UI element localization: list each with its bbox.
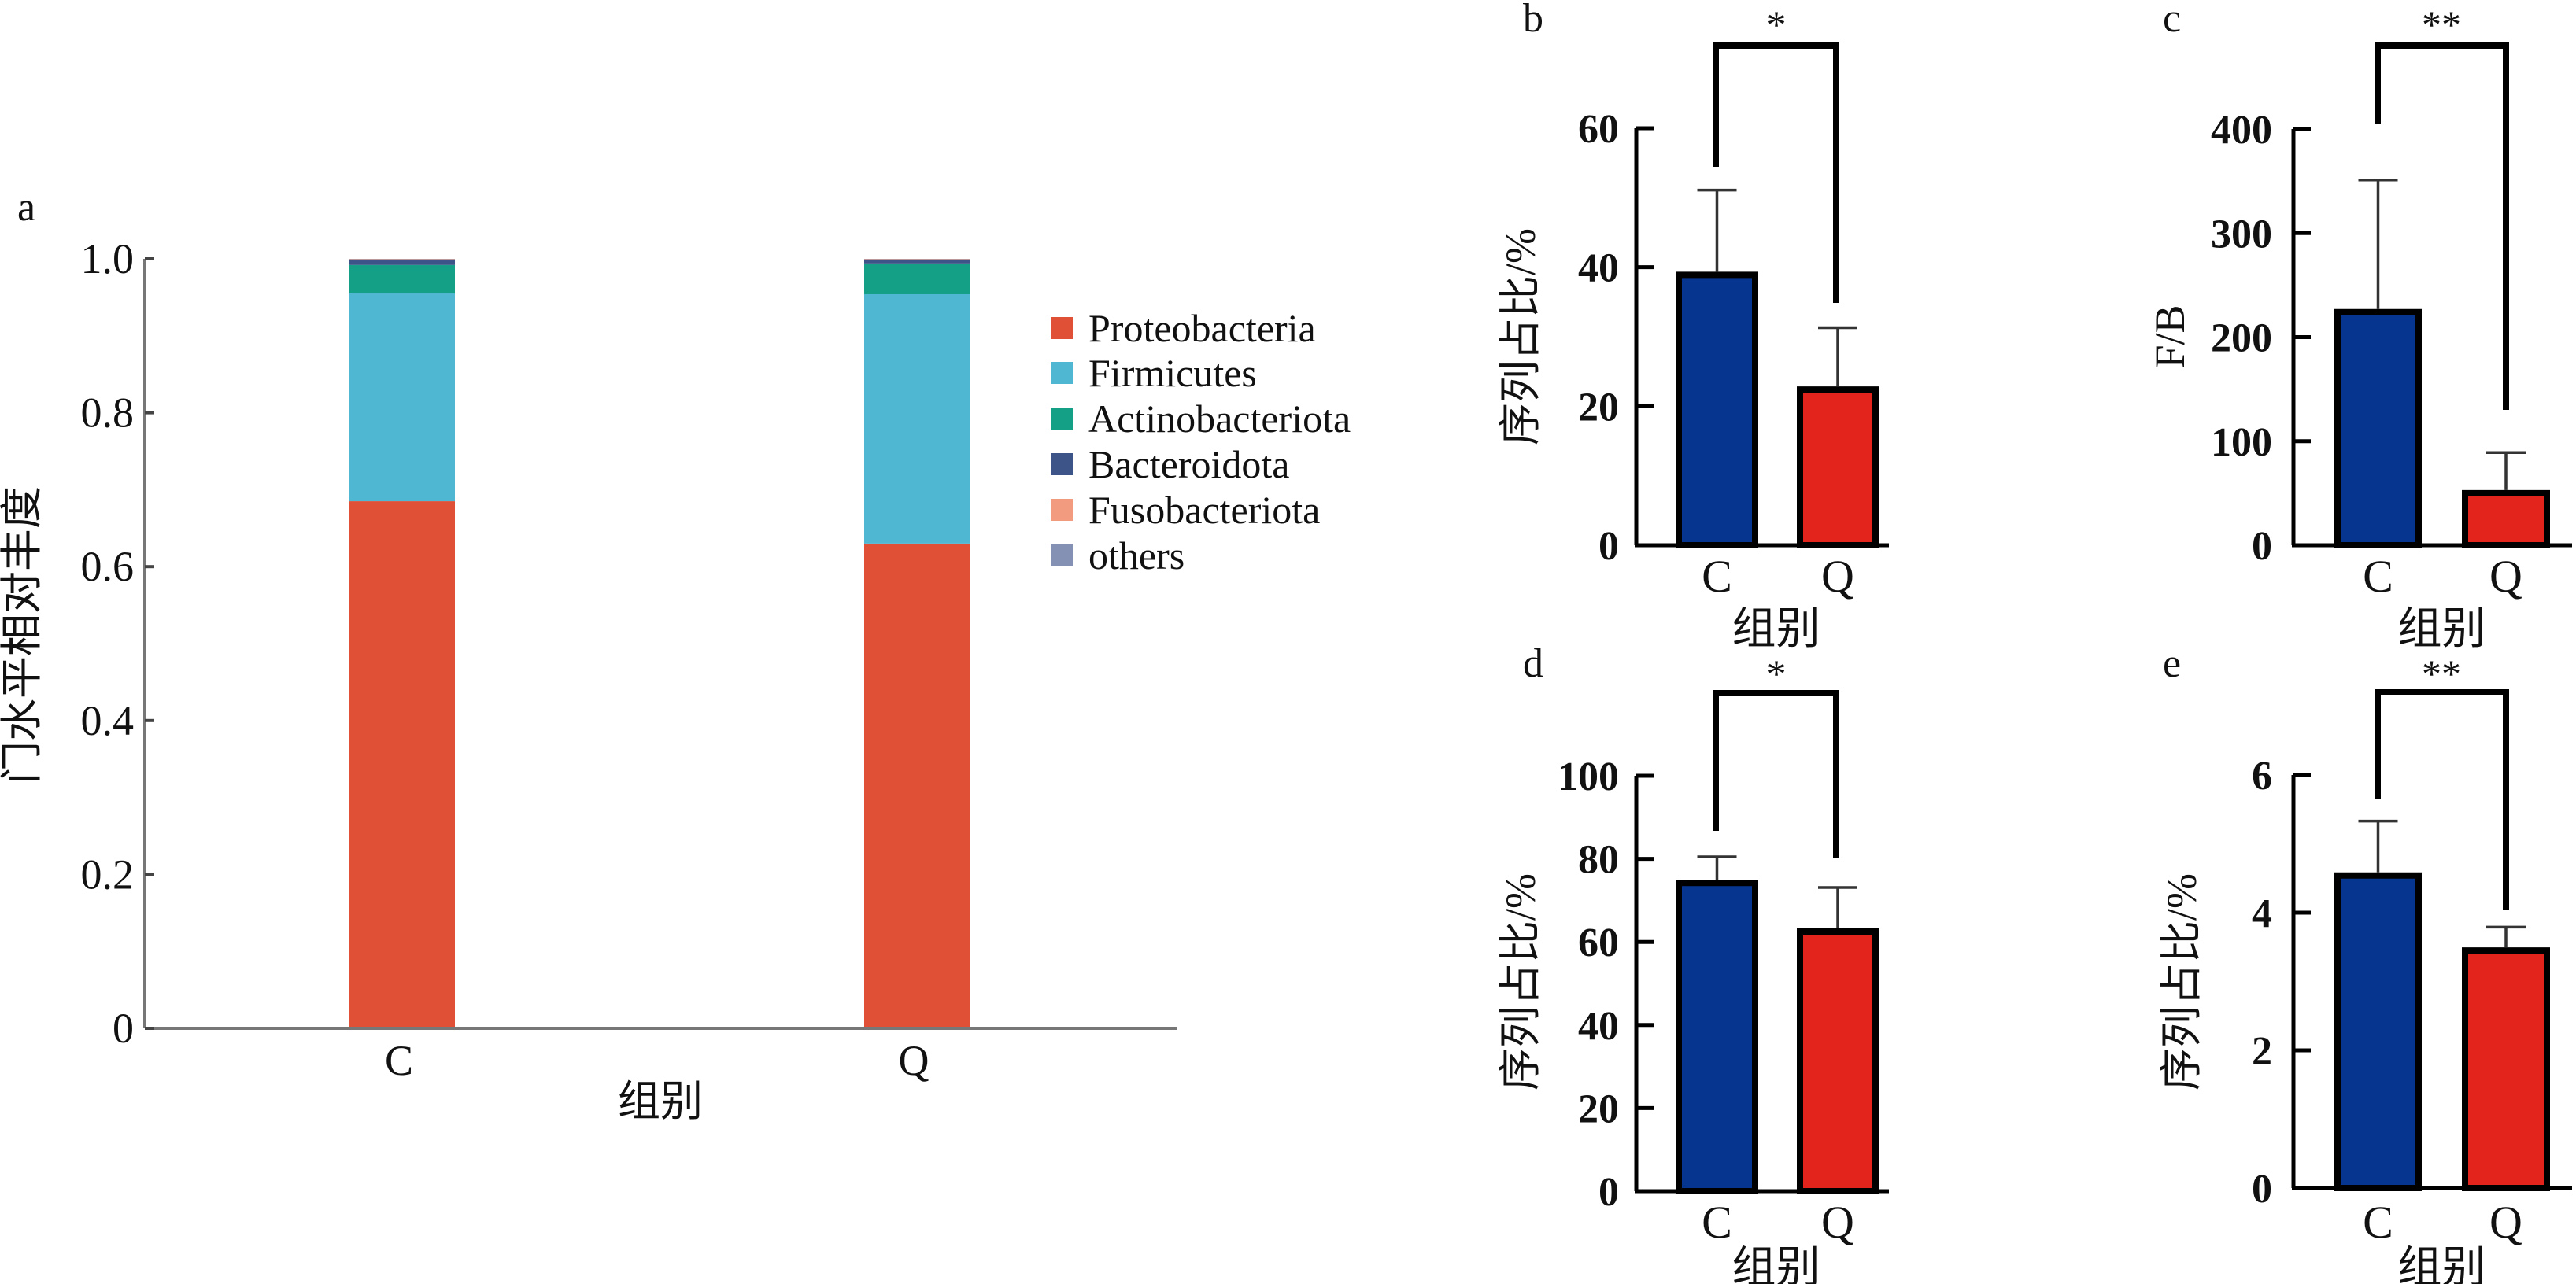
bar-segment-c-actinobacteriota <box>349 264 455 294</box>
legend-swatch-fusobacteriota <box>1051 499 1073 521</box>
y-tick-label: 100 <box>1558 755 1619 799</box>
bar-segment-q-bacteroidota <box>864 259 970 264</box>
bar-q <box>1797 386 1879 548</box>
y-tick-label: 0.2 <box>81 850 135 898</box>
panel-label-e: e <box>2163 641 2181 686</box>
bar-c <box>1676 880 1758 1194</box>
panel-d-bar-chart: d 0 20 40 60 80 100 C Q组别 序列占比/% * <box>1497 641 1889 1284</box>
bar-c <box>1676 271 1758 548</box>
panel-e-bar-chart: e 0 2 4 6 C Q组别 序列占比/% ** <box>2158 641 2572 1284</box>
y-ticks: 0 0.2 0.4 0.6 0.8 1.0 <box>81 235 154 1052</box>
significance-bracket <box>2375 42 2509 410</box>
legend-swatch-firmicutes <box>1051 362 1073 384</box>
y-tick-label: 60 <box>1578 921 1619 965</box>
y-tick-label: 0.8 <box>81 389 135 437</box>
legend-label-bacteroidota: Bacteroidota <box>1088 442 1289 486</box>
y-tick-label: 6 <box>2252 754 2272 799</box>
bar-segment-q-firmicutes <box>864 293 970 544</box>
stacked-bars <box>349 259 970 1028</box>
legend-label-others: others <box>1088 533 1185 577</box>
y-axis-label: F/B <box>2146 304 2193 368</box>
y-axis-label: 序列占比/% <box>1497 228 1544 445</box>
y-tick-label: 0.6 <box>81 543 135 590</box>
x-axis-label: 组别 <box>1732 605 1820 654</box>
x-tick-label-c: C <box>2363 1197 2393 1248</box>
legend-label-actinobacteriota: Actinobacteriota <box>1088 397 1351 441</box>
legend-swatch-bacteroidota <box>1051 453 1073 475</box>
x-tick-label-c: C <box>385 1037 413 1084</box>
bar-q <box>1797 928 1879 1194</box>
x-axis-label: 组别 <box>2398 605 2486 654</box>
y-tick-label: 300 <box>2211 212 2272 256</box>
x-tick-label-c: C <box>1702 1197 1732 1248</box>
panel-b-bar-chart: b 0 20 40 60 C Q组别 序列占比/% * <box>1497 0 1889 654</box>
panel-label-a: a <box>17 185 35 230</box>
panel-label-d: d <box>1523 641 1543 686</box>
significance-bracket <box>1713 690 1839 858</box>
y-tick-label: 0 <box>1598 524 1619 569</box>
bar-segment-q-proteobacteria <box>864 543 970 1028</box>
y-tick-label: 2 <box>2252 1029 2272 1074</box>
y-tick-label: 400 <box>2211 108 2272 153</box>
y-tick-label: 0.4 <box>81 697 135 744</box>
legend-label-fusobacteriota: Fusobacteriota <box>1088 488 1320 532</box>
y-tick-label: 60 <box>1578 107 1619 152</box>
x-axis-label: 组别 <box>2398 1244 2486 1284</box>
x-tick-label-q: Q <box>2489 1197 2522 1248</box>
significance-bracket <box>2375 689 2509 910</box>
axes <box>143 259 1177 1030</box>
legend-swatch-actinobacteriota <box>1051 408 1073 430</box>
x-tick-label-q: Q <box>1821 1197 1854 1248</box>
y-tick-label: 0 <box>2252 1167 2272 1212</box>
legend: ProteobacteriaFirmicutesActinobacteriota… <box>1051 306 1351 577</box>
bar-segment-c-firmicutes <box>349 293 455 502</box>
x-tick-label-c: C <box>1702 551 1732 602</box>
y-tick-label: 100 <box>2211 420 2272 465</box>
y-tick-label: 200 <box>2211 316 2272 361</box>
bar-c <box>2334 872 2422 1191</box>
bar-segment-c-proteobacteria <box>349 501 455 1028</box>
x-axis-label: 组别 <box>618 1078 703 1125</box>
panel-c-bar-chart: c 0 100 200 300 400 C Q组别 F/B ** <box>2146 0 2572 654</box>
bar-segment-c-bacteroidota <box>349 259 455 265</box>
x-axis-label: 组别 <box>1732 1244 1820 1284</box>
y-tick-label: 0 <box>2252 524 2272 569</box>
y-tick-label: 1.0 <box>81 235 135 282</box>
significance-marker: * <box>1767 2 1787 46</box>
y-tick-label: 40 <box>1578 1004 1619 1049</box>
y-tick-label: 20 <box>1578 385 1619 430</box>
legend-label-firmicutes: Firmicutes <box>1088 351 1257 395</box>
bar-c <box>2334 308 2422 548</box>
y-tick-label: 0 <box>1598 1170 1619 1215</box>
y-tick-label: 20 <box>1578 1087 1619 1131</box>
significance-marker: * <box>1767 651 1787 696</box>
legend-label-proteobacteria: Proteobacteria <box>1088 306 1316 350</box>
y-axis-label: 门水平相对丰度 <box>0 486 46 784</box>
bar-q <box>2462 489 2550 548</box>
panel-label-b: b <box>1523 0 1543 41</box>
bar-segment-q-actinobacteriota <box>864 263 970 294</box>
significance-bracket <box>1713 42 1839 303</box>
bar-q <box>2462 947 2550 1191</box>
x-tick-label-q: Q <box>899 1037 930 1084</box>
y-tick-label: 40 <box>1578 246 1619 291</box>
y-tick-label: 80 <box>1578 838 1619 883</box>
legend-swatch-others <box>1051 544 1073 566</box>
y-tick-label: 4 <box>2252 891 2272 936</box>
legend-swatch-proteobacteria <box>1051 317 1073 339</box>
y-axis-label: 序列占比/% <box>2158 873 2205 1090</box>
x-tick-label-q: Q <box>2489 551 2522 602</box>
panel-label-c: c <box>2163 0 2181 41</box>
y-axis-label: 序列占比/% <box>1497 873 1544 1090</box>
x-tick-label-c: C <box>2363 551 2393 602</box>
significance-marker: ** <box>2422 2 2461 46</box>
y-tick-label: 0 <box>113 1005 134 1052</box>
significance-marker: ** <box>2422 651 2461 696</box>
x-tick-label-q: Q <box>1821 551 1854 602</box>
